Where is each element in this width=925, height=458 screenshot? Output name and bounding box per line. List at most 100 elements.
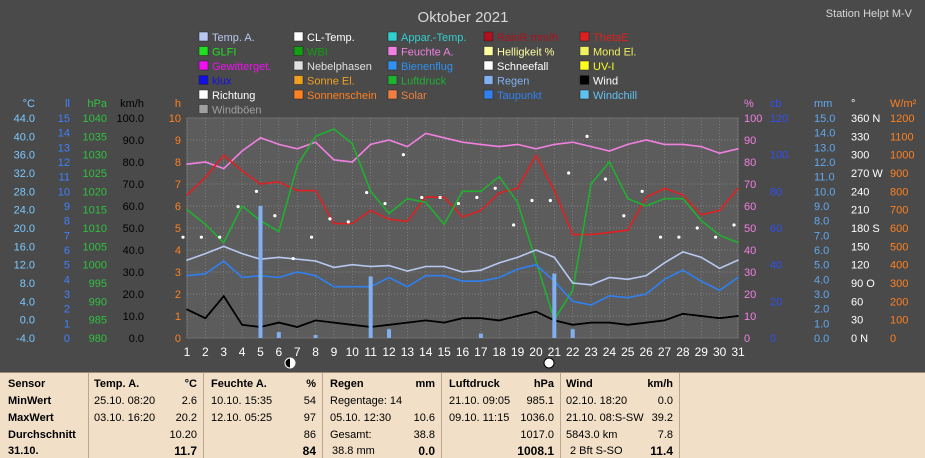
data-point <box>608 295 611 297</box>
axis-tick-label: 5 <box>64 260 70 272</box>
data-point <box>480 190 482 193</box>
legend-swatch <box>579 75 590 85</box>
data-point <box>369 209 372 212</box>
axis-tick-label: 100.0 <box>116 113 144 125</box>
data-point <box>406 285 409 288</box>
legend: Temp. A. CL-Temp. Appar.-Temp. RainR mm/h Th… <box>198 31 637 117</box>
rain-month-label: 38.8 mm <box>332 445 375 457</box>
axis-tick-label: 40.0 <box>14 131 35 143</box>
legend-label: Taupunkt <box>497 90 542 102</box>
axis-tick-label: 0.0 <box>129 333 144 345</box>
legend-label: Luftdruck <box>401 76 447 88</box>
humidity-max-date: 12.10. 05:25 <box>211 412 273 424</box>
axis-tick-label: 14.0 <box>814 128 835 140</box>
moon-full-icon <box>543 357 555 369</box>
data-point <box>314 260 317 262</box>
data-point <box>737 187 739 190</box>
data-point <box>535 263 537 266</box>
axis-tick-label: 0.0 <box>814 333 829 345</box>
rain-days: Regentage: 14 <box>330 395 403 407</box>
axis-tick-label: 3.0 <box>814 289 829 301</box>
temp-average: 10.20 <box>169 429 197 441</box>
x-tick-label: 25 <box>621 345 635 359</box>
pressure-unit: hPa <box>533 378 554 390</box>
data-point <box>204 161 207 163</box>
data-point <box>571 282 574 284</box>
data-point <box>186 259 188 261</box>
data-point <box>333 285 335 288</box>
axis-tick-label: 120 <box>851 260 869 272</box>
axis-tick-label: 8.0 <box>814 216 829 228</box>
data-point <box>645 196 647 198</box>
data-point <box>553 189 556 192</box>
legend-label: Windchill <box>593 90 637 102</box>
legend-swatch <box>293 75 304 85</box>
axis-tick-label: 20.0 <box>14 223 35 235</box>
data-point <box>314 135 317 138</box>
x-tick-label: 15 <box>437 345 451 359</box>
axis-unit: mm <box>814 98 832 110</box>
axis-tick-label: 980 <box>89 333 107 345</box>
axis-tick-label: 1040 <box>83 113 107 125</box>
pressure-max-value: 1036.0 <box>520 412 554 424</box>
data-point <box>222 241 225 244</box>
rain-total-value: 38.8 <box>413 429 435 441</box>
wind-unit: km/h <box>647 378 673 390</box>
legend-swatch <box>293 60 304 71</box>
data-point <box>663 262 666 264</box>
data-point <box>259 183 262 185</box>
axis-tick-label: 20.0 <box>123 289 144 301</box>
data-point <box>700 280 703 282</box>
data-point <box>627 229 629 231</box>
data-point <box>369 143 372 146</box>
moon-new-icon <box>284 357 296 369</box>
data-point <box>296 189 299 192</box>
legend-label: Nebelphasen <box>307 61 372 73</box>
axis-tick-label: 100 <box>744 113 762 125</box>
axis-tick-label: 500 <box>890 241 908 253</box>
axis-tick-label: 2.0 <box>814 304 829 316</box>
axis-unit: °C <box>23 98 35 110</box>
x-tick-label: 24 <box>603 345 617 359</box>
x-tick-label: 31 <box>731 345 745 359</box>
axis-tick-label: 1010 <box>83 223 107 235</box>
temp-unit: °C <box>184 378 197 390</box>
wind-today-label: 2 Bft S-SO <box>570 445 623 457</box>
direction-marker <box>291 256 295 261</box>
data-point <box>553 256 556 259</box>
data-point <box>608 276 611 279</box>
data-point <box>443 274 445 277</box>
data-point <box>333 222 335 225</box>
station-name: Station Helpt M-V <box>826 8 913 20</box>
chart-area: Oktober 2021 Station Helpt M-V Temp. A. C… <box>14 8 917 369</box>
data-point <box>498 175 501 178</box>
data-point <box>498 145 501 148</box>
data-point <box>682 269 684 271</box>
data-point <box>663 143 666 146</box>
data-point <box>590 183 592 185</box>
data-point <box>718 289 721 292</box>
data-point <box>553 143 556 146</box>
data-point <box>278 181 280 183</box>
axis-unit: hPa <box>87 98 107 110</box>
direction-marker <box>658 235 663 239</box>
x-tick-label: 17 <box>474 345 488 359</box>
pressure-column: Luftdruck hPa 21.10. 09:05 985.1 09.10. … <box>441 373 561 458</box>
data-point <box>314 141 317 143</box>
data-point <box>204 273 207 275</box>
axis-tick-label: 50.0 <box>123 223 144 235</box>
data-point <box>663 278 666 281</box>
data-point <box>608 150 611 152</box>
rain-bar <box>258 206 263 338</box>
data-point <box>718 209 721 212</box>
data-point <box>590 145 592 148</box>
axis-tick-label: 0 <box>64 333 70 345</box>
data-point <box>737 259 739 261</box>
axis-tick-label: 14 <box>58 128 70 140</box>
axis-tick-label: 9 <box>175 135 181 147</box>
data-point <box>351 222 354 225</box>
x-tick-label: 23 <box>584 345 598 359</box>
axis-tick-label: 10 <box>169 113 181 125</box>
axis-tick-label: 12 <box>58 157 70 169</box>
axis-tick-label: 210 <box>851 205 869 217</box>
